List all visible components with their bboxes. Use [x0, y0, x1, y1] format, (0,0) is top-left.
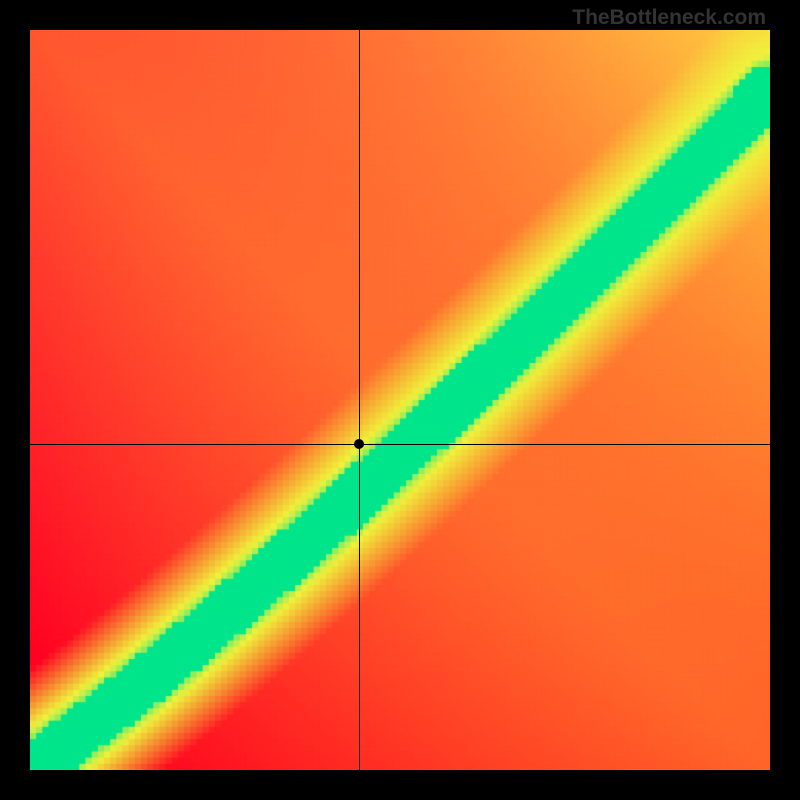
watermark-text: TheBottleneck.com	[572, 6, 766, 30]
crosshair-horizontal	[30, 444, 770, 445]
crosshair-vertical	[359, 30, 360, 770]
heatmap-canvas	[30, 30, 770, 770]
crosshair-marker-dot	[354, 439, 364, 449]
bottleneck-heatmap	[30, 30, 770, 770]
